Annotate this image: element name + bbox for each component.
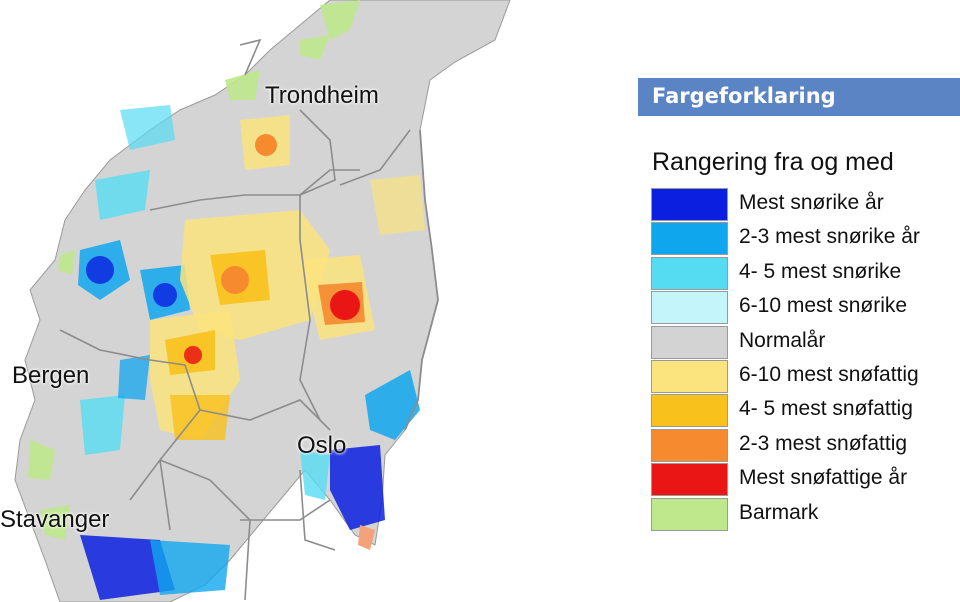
legend-label: 2-3 mest snørike år — [739, 225, 920, 249]
legend-label: Barmark — [739, 500, 819, 524]
national-border — [404, 129, 439, 431]
county-borders — [59, 38, 411, 601]
legend-item: Normalår — [651, 325, 960, 360]
legend-item: Mest snøfattige år — [651, 463, 960, 497]
legend-swatch — [651, 394, 728, 428]
legend-label: Normalår — [739, 328, 826, 352]
barmark-areas — [28, 0, 360, 540]
city-label-bergen: Bergen — [12, 362, 90, 389]
legend-swatch — [651, 291, 728, 325]
legend-item: 6-10 mest snørike — [651, 291, 960, 325]
legend-swatch — [651, 325, 728, 359]
city-label-trondheim: Trondheim — [265, 82, 379, 109]
snow-rich-east — [300, 370, 420, 550]
legend-item: 2-3 mest snørike år — [651, 222, 960, 256]
legend-swatch — [651, 428, 728, 462]
legend-subtitle: Rangering fra og med — [652, 148, 894, 176]
legend-swatch — [651, 256, 728, 290]
snow-poor-interior — [150, 115, 425, 440]
legend-label: 6-10 mest snørike — [739, 294, 908, 318]
snow-map — [14, 0, 511, 602]
legend-swatch — [651, 222, 728, 256]
legend-item: 6-10 mest snøfattig — [651, 359, 960, 394]
legend-header: Fargeforklaring — [638, 78, 960, 116]
city-label-oslo: Oslo — [297, 432, 347, 459]
legend-item: 4- 5 mest snøfattig — [651, 394, 960, 428]
legend-label: Mest snøfattige år — [739, 466, 908, 490]
legend-item: Mest snørike år — [651, 188, 960, 222]
legend-item: Barmark — [651, 497, 960, 532]
legend-swatch — [651, 463, 728, 497]
legend-swatch — [651, 359, 728, 393]
legend-label: 4- 5 mest snøfattig — [739, 397, 913, 421]
legend-label: 6-10 mest snøfattig — [739, 362, 919, 386]
legend-swatch — [651, 497, 728, 531]
legend-header-title: Fargeforklaring — [652, 84, 836, 108]
snow-rich-west — [78, 105, 230, 600]
legend-label: 2-3 mest snøfattig — [739, 431, 908, 455]
legend-label: 4- 5 mest snørike — [739, 259, 902, 283]
legend-list: Mest snørike år 2-3 mest snørike år 4- 5… — [651, 188, 960, 532]
city-label-stavanger: Stavanger — [0, 506, 110, 533]
legend-item: 4- 5 mest snørike — [651, 256, 960, 291]
legend-swatch — [651, 188, 728, 221]
legend-label: Mest snørike år — [739, 191, 884, 214]
legend-item: 2-3 mest snøfattig — [651, 428, 960, 463]
